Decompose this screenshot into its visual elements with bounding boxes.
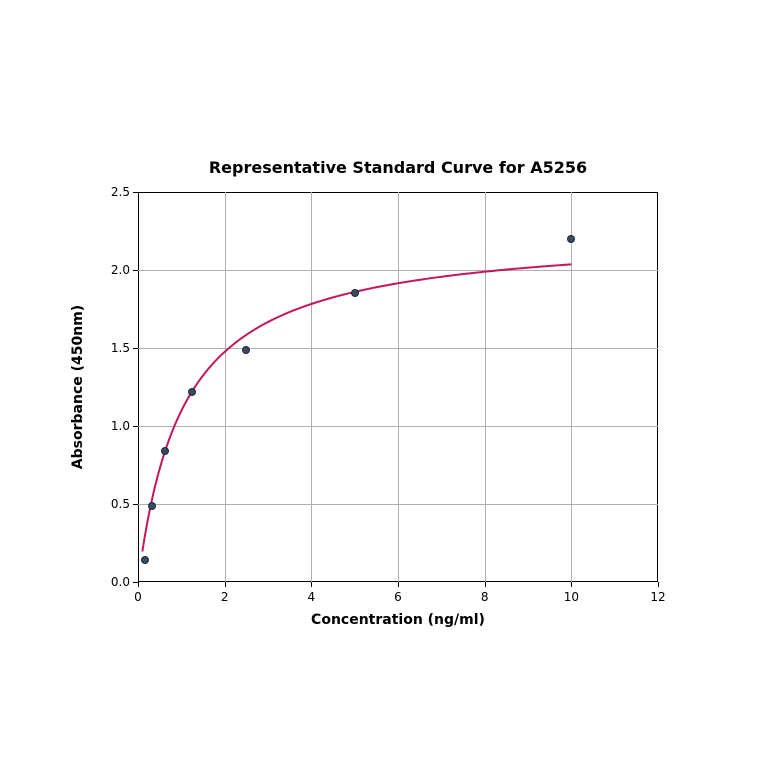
y-tick-label: 0.5 — [111, 497, 130, 511]
data-point — [141, 556, 149, 564]
x-tick — [311, 582, 312, 587]
grid-line-vertical — [485, 192, 486, 582]
grid-line-horizontal — [138, 348, 658, 349]
y-tick-label: 1.0 — [111, 419, 130, 433]
grid-line-horizontal — [138, 426, 658, 427]
x-axis-label: Concentration (ng/ml) — [311, 612, 485, 628]
y-tick — [133, 504, 138, 505]
y-tick — [133, 270, 138, 271]
x-tick-label: 0 — [134, 590, 142, 604]
y-axis-label: Absorbance (450nm) — [70, 305, 86, 469]
y-tick — [133, 426, 138, 427]
x-tick-label: 8 — [481, 590, 489, 604]
data-point — [351, 289, 359, 297]
x-tick — [658, 582, 659, 587]
y-tick-label: 2.5 — [111, 185, 130, 199]
grid-line-vertical — [398, 192, 399, 582]
x-tick — [138, 582, 139, 587]
grid-line-vertical — [571, 192, 572, 582]
x-tick-label: 2 — [221, 590, 229, 604]
data-point — [242, 346, 250, 354]
y-tick-label: 1.5 — [111, 341, 130, 355]
x-tick — [485, 582, 486, 587]
x-tick — [225, 582, 226, 587]
y-tick — [133, 348, 138, 349]
x-tick-label: 4 — [308, 590, 316, 604]
grid-line-horizontal — [138, 270, 658, 271]
y-tick-label: 0.0 — [111, 575, 130, 589]
chart-canvas: 0 2 4 6 8 10 12 0.0 0.5 1.0 1.5 2.0 2.5 Representativ… — [0, 0, 764, 764]
y-tick — [133, 582, 138, 583]
data-point — [188, 388, 196, 396]
grid-line-horizontal — [138, 504, 658, 505]
grid-line-vertical — [311, 192, 312, 582]
y-tick-label: 2.0 — [111, 263, 130, 277]
x-tick-label: 12 — [650, 590, 665, 604]
grid-line-vertical — [225, 192, 226, 582]
chart-title: Representative Standard Curve for A5256 — [209, 158, 587, 177]
x-tick — [571, 582, 572, 587]
data-point — [161, 447, 169, 455]
data-point — [148, 502, 156, 510]
x-tick-label: 10 — [564, 590, 579, 604]
y-tick — [133, 192, 138, 193]
x-tick — [398, 582, 399, 587]
data-point — [567, 235, 575, 243]
x-tick-label: 6 — [394, 590, 402, 604]
